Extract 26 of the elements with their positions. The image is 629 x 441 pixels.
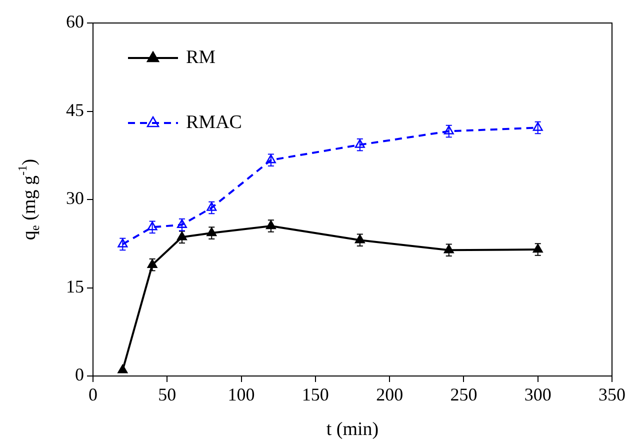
point [206,202,217,211]
legend-label: RM [186,46,216,68]
x-axis-title: t (min) [326,418,379,440]
y-axis-title: qe (mg g-1) [16,158,42,240]
point [118,364,128,374]
x-tick-label: 250 [450,384,478,405]
x-tick-label: 100 [228,384,255,405]
point [147,222,158,230]
x-tick-label: 150 [302,384,329,405]
y-tick-label: 15 [66,276,84,296]
x-tick-label: 200 [376,384,404,405]
point [532,122,543,131]
x-tick-label: 0 [88,384,98,405]
point [354,139,365,148]
y-tick-label: 60 [66,12,84,32]
x-tick-label: 350 [598,384,626,405]
point [444,126,454,134]
x-tick-label: 50 [158,384,176,405]
y-tick-label: 30 [66,188,84,208]
x-tick-label: 300 [524,384,552,405]
y-tick-label: 0 [75,364,84,385]
y-tick-label: 45 [66,100,84,120]
point [266,154,276,164]
point [118,238,128,248]
point [176,219,187,228]
legend-label: RMAC [186,112,242,133]
